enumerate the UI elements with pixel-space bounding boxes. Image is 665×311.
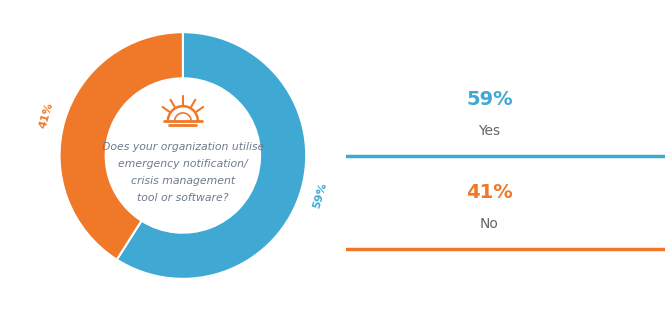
- Wedge shape: [117, 32, 306, 279]
- Text: tool or software?: tool or software?: [137, 193, 229, 203]
- Text: Does your organization utilise: Does your organization utilise: [102, 142, 264, 152]
- Text: emergency notification/: emergency notification/: [118, 159, 247, 169]
- Text: 41%: 41%: [37, 101, 55, 130]
- Text: 59%: 59%: [466, 90, 513, 109]
- Text: Yes: Yes: [478, 123, 501, 138]
- Text: 41%: 41%: [466, 183, 513, 202]
- Text: crisis management: crisis management: [131, 176, 235, 186]
- Text: 59%: 59%: [311, 181, 329, 210]
- Wedge shape: [60, 32, 183, 260]
- Text: No: No: [480, 217, 499, 231]
